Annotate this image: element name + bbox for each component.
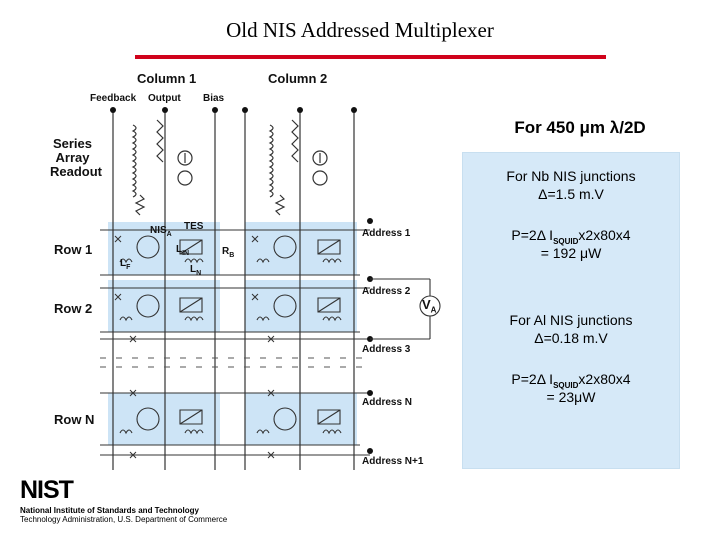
readout-line-2: Array [55, 150, 90, 165]
al-power-result: = 23μW [546, 389, 596, 405]
al-power-formula: P=2Δ ISQUIDx2x80x4 [511, 371, 631, 390]
lin-label: LIN [176, 244, 190, 257]
nb-heading: For Nb NIS junctions [506, 168, 636, 184]
nist-logo-block: NIST National Institute of Standards and… [20, 476, 228, 525]
feedback-label: Feedback [90, 93, 137, 104]
power-info-panel: For Nb NIS junctions Δ=1.5 m.V P=2Δ ISQU… [462, 152, 680, 469]
nisa-label: NISA [150, 225, 172, 238]
nb-power-result: = 192 μW [540, 245, 602, 261]
tes-label: TES [184, 221, 204, 232]
readout-line-3: Readout [50, 164, 102, 179]
nb-delta: Δ=1.5 m.V [538, 186, 604, 202]
panel-background [463, 153, 679, 468]
row-2-label: Row 2 [54, 301, 93, 316]
address-3-label: Address 3 [362, 344, 411, 355]
title-underline [135, 55, 606, 59]
address-2-label: Address 2 [362, 286, 411, 297]
nist-name: National Institute of Standards and Tech… [20, 506, 199, 515]
lf-label: LF [120, 258, 131, 271]
readout-line-1: Series [52, 136, 93, 151]
row-1-label: Row 1 [54, 242, 93, 257]
al-heading: For Al NIS junctions [509, 312, 633, 328]
row-n-label: Row N [54, 412, 95, 427]
output-label: Output [148, 93, 181, 104]
slide-title: Old NIS Addressed Multiplexer [226, 18, 494, 42]
column-2-label: Column 2 [268, 71, 328, 86]
ln-label: LN [190, 264, 202, 277]
address-n-label: Address N [362, 397, 413, 408]
series-readout-label: Series Array Readout [50, 136, 102, 179]
cell-backgrounds [108, 222, 357, 445]
address-n-plus-1-label: Address N+1 [362, 456, 424, 467]
column-1-label: Column 1 [137, 71, 197, 86]
wavelength-heading: For 450 μm λ/2D [514, 118, 646, 137]
rb-label: RB [222, 246, 235, 259]
va-source-label: VA [422, 297, 437, 315]
nb-power-formula: P=2Δ ISQUIDx2x80x4 [511, 227, 631, 246]
bias-label: Bias [203, 93, 225, 104]
nist-logo: NIST [20, 476, 74, 504]
address-1-label: Address 1 [362, 228, 411, 239]
al-delta: Δ=0.18 m.V [534, 330, 608, 346]
nist-department: Technology Administration, U.S. Departme… [20, 515, 228, 524]
